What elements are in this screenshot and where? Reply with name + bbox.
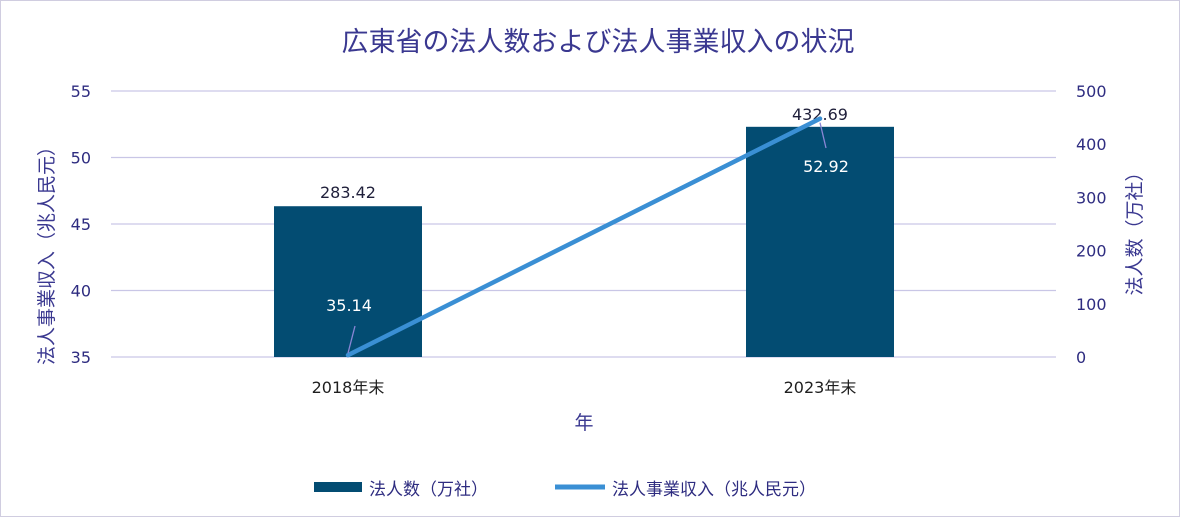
legend-bar-swatch [314,482,362,492]
bar [746,126,894,357]
right-tick-label: 100 [1076,295,1107,314]
bar-data-label: 432.69 [792,105,848,124]
line-data-label: 52.92 [803,157,849,176]
right-axis-title: 法人数（万社） [1124,162,1146,295]
category-label: 2018年末 [312,378,385,397]
gridlines [111,90,1056,358]
bars: 283.42 432.69 [274,105,894,357]
line-data-label: 35.14 [326,296,372,315]
left-tick-label: 50 [71,149,91,168]
right-tick-label: 200 [1076,242,1107,261]
bar-data-label: 283.42 [320,183,376,202]
category-label: 2023年末 [784,378,857,397]
category-labels: 2018年末 2023年末 [312,378,857,397]
legend-bar-label: 法人数（万社） [369,480,488,500]
right-tick-label: 500 [1076,82,1107,101]
leader-line [347,325,356,354]
left-tick-label: 40 [71,282,91,301]
left-tick-label: 35 [71,348,91,367]
left-tick-label: 55 [71,82,91,101]
line-path [345,116,823,358]
legend-line-label: 法人事業収入（兆人民元） [612,480,816,500]
bar [274,206,422,357]
right-tick-label: 400 [1076,135,1107,154]
left-axis-ticks: 35 40 45 50 55 [71,82,91,367]
left-axis-title: 法人事業収入（兆人民元） [36,137,58,365]
left-tick-label: 45 [71,215,91,234]
right-tick-label: 0 [1076,348,1086,367]
legend: 法人数（万社） 法人事業収入（兆人民元） [314,480,816,500]
x-axis-title: 年 [574,412,593,434]
right-tick-label: 300 [1076,188,1107,207]
leader-line [819,122,827,149]
line-series: 35.14 52.92 [326,116,849,358]
chart-title: 広東省の法人数および法人事業収入の状況 [342,27,855,58]
right-axis-ticks: 0 100 200 300 400 500 [1076,82,1107,367]
